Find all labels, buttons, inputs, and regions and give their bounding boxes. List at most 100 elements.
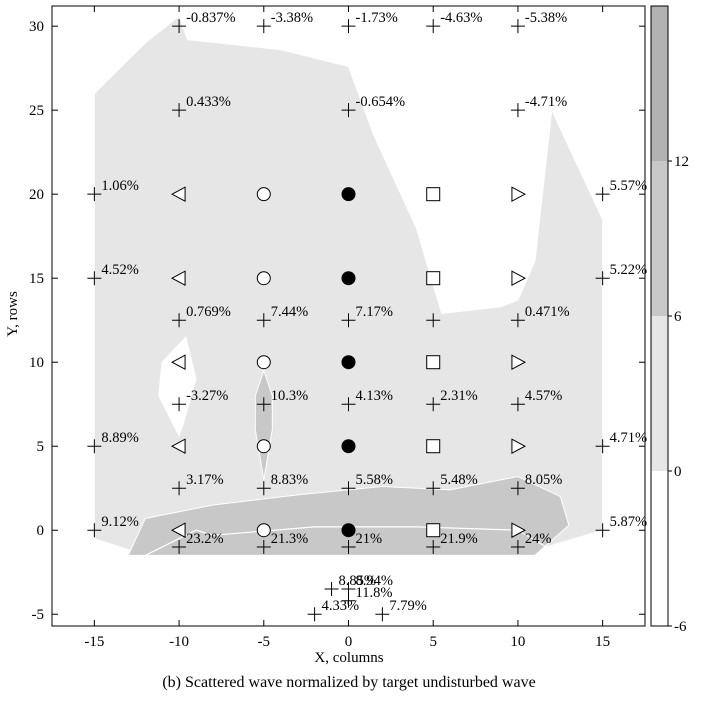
gauge-value-label: 8.85% [339,573,376,589]
gauge-value-label: -1.73% [356,10,398,26]
colorbar-band [651,161,668,316]
gauge-value-label: 21.3% [271,531,308,547]
gauge-marker [426,540,441,555]
gauge-value-label: -0.837% [186,10,236,26]
gauge-marker [341,593,356,608]
open-circle-marker [256,439,271,454]
open-circle-marker [256,271,271,286]
y-tick-label: 5 [37,439,45,455]
gauge-marker [172,103,187,118]
filled-circle-marker [341,439,356,454]
left-triangle-marker [171,438,186,455]
y-tick-label: 30 [29,19,44,35]
colorbar-band [651,316,668,471]
gauge-value-label: 4.52% [101,262,138,278]
gauge-marker [426,19,441,34]
gauge-marker [341,540,356,555]
filled-circle-marker [341,187,356,202]
left-triangle-marker [171,354,186,371]
x-tick-label: 10 [510,634,525,650]
gauge-value-label: -5.38% [525,10,567,26]
gauge-value-label: 9.12% [101,514,138,530]
gauge-value-label: 8.94% [356,573,393,589]
gauge-marker [87,439,102,454]
y-tick-label: 25 [29,103,44,119]
y-tick-label: 20 [29,187,44,203]
figure-caption: (b) Scattered wave normalized by target … [162,674,535,691]
gauge-value-label: -3.27% [186,388,228,404]
colorbar-tick-label: 6 [674,309,682,325]
x-tick-label: 5 [429,634,437,650]
gauge-value-label: 0.769% [186,304,231,320]
gauge-marker [256,397,271,412]
left-triangle-marker [171,270,186,287]
gauge-value-label: 2.31% [440,388,477,404]
gauge-value-label: 8.89% [101,430,138,446]
y-tick-label: 15 [29,271,44,287]
gauge-value-label: 7.17% [356,304,393,320]
gauge-value-label: -3.38% [271,10,313,26]
gauge-marker [510,540,525,555]
gauge-marker [87,271,102,286]
gauge-marker [87,187,102,202]
gauge-marker [172,481,187,496]
open-square-marker [426,187,441,202]
y-tick-label: 10 [29,355,44,371]
open-circle-marker [256,523,271,538]
gauge-value-label: 21% [356,531,383,547]
gauge-layer: -0.837% -3.38% -1.73% -4.63% -5.38% 0.433% -0.… [87,10,647,622]
gauge-marker [341,582,356,597]
contour-fill-layer [93,15,604,556]
colorbar-tick-label: 12 [674,154,689,170]
x-tick-label: -5 [258,634,271,650]
gauge-value-label: 8.83% [271,472,308,488]
open-circle-marker [256,187,271,202]
gauge-marker [510,103,525,118]
gauge-value-label: 0.433% [186,94,231,110]
gauge-value-label: 4.57% [525,388,562,404]
right-triangle-marker [511,186,526,203]
y-axis-title: Y, rows [5,291,21,337]
gauge-marker [256,19,271,34]
gauge-marker [510,313,525,328]
right-triangle-marker [511,354,526,371]
contour-region-mid-1 [254,369,273,480]
gauge-marker [324,582,339,597]
gauge-value-label: 24% [525,531,552,547]
colorbar-tick-label: 0 [674,464,682,480]
gauge-value-label: -4.71% [525,94,567,110]
gauge-value-label: 0.471% [525,304,570,320]
colorbar-band [651,6,668,161]
gauge-marker [595,271,610,286]
gauge-value-label: 21.9% [440,531,477,547]
open-square-marker [426,439,441,454]
gauge-marker [595,187,610,202]
gauge-marker [595,523,610,538]
y-tick-label: 0 [37,523,45,539]
gauge-marker [172,19,187,34]
gauge-marker [256,481,271,496]
gauge-marker [172,313,187,328]
axes-layer: -15 -10 -5 0 5 10 15 -5 0 5 10 15 20 25 30 [29,5,646,650]
gauge-marker [510,481,525,496]
gauge-value-label: 4.33% [322,598,359,614]
gauge-value-label: 10.3% [271,388,308,404]
filled-circle-marker [341,523,356,538]
right-triangle-marker [511,270,526,287]
open-square-marker [426,355,441,370]
right-triangle-marker [511,522,526,539]
gauge-value-label: 1.06% [101,178,138,194]
gauge-marker [426,481,441,496]
gauge-value-label: 23.2% [186,531,223,547]
gauge-value-label: 5.58% [356,472,393,488]
structure-marker-layer [171,186,526,539]
gauge-value-label: 7.79% [389,598,426,614]
open-square-marker [426,271,441,286]
gauge-value-label: -4.63% [440,10,482,26]
gauge-marker [341,481,356,496]
gauge-value-label: 5.87% [610,514,647,530]
gauge-marker [426,397,441,412]
gauge-marker [172,540,187,555]
